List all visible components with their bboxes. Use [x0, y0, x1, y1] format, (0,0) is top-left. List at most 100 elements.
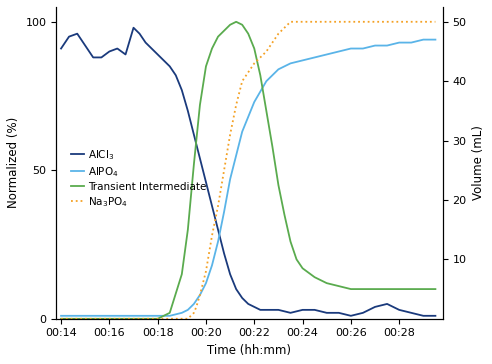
AlPO$_4$: [197, 293, 203, 297]
AlPO$_4$: [130, 314, 136, 318]
Na$_3$PO$_4$: [58, 317, 64, 321]
AlPO$_4$: [251, 100, 257, 104]
Na$_3$PO$_4$: [130, 317, 136, 321]
Transient Intermediate: [179, 272, 185, 276]
Na$_3$PO$_4$: [276, 32, 281, 36]
AlCl$_3$: [209, 204, 215, 208]
Na$_3$PO$_4$: [167, 317, 173, 321]
AlPO$_4$: [227, 177, 233, 181]
AlCl$_3$: [324, 310, 330, 315]
AlCl$_3$: [215, 228, 221, 232]
AlCl$_3$: [420, 314, 426, 318]
AlCl$_3$: [312, 308, 318, 312]
AlCl$_3$: [143, 40, 149, 45]
Na$_3$PO$_4$: [143, 317, 149, 321]
Transient Intermediate: [408, 287, 414, 291]
AlPO$_4$: [239, 130, 245, 134]
AlPO$_4$: [143, 314, 149, 318]
Transient Intermediate: [191, 162, 197, 167]
AlPO$_4$: [312, 55, 318, 60]
AlPO$_4$: [58, 314, 64, 318]
Na$_3$PO$_4$: [420, 20, 426, 24]
Na$_3$PO$_4$: [154, 317, 160, 321]
AlPO$_4$: [119, 314, 124, 318]
AlPO$_4$: [408, 40, 414, 45]
Na$_3$PO$_4$: [408, 20, 414, 24]
AlPO$_4$: [191, 302, 197, 306]
Na$_3$PO$_4$: [372, 20, 378, 24]
AlCl$_3$: [348, 314, 354, 318]
AlCl$_3$: [276, 308, 281, 312]
Na$_3$PO$_4$: [94, 317, 100, 321]
Na$_3$PO$_4$: [396, 20, 402, 24]
AlPO$_4$: [94, 314, 100, 318]
Transient Intermediate: [300, 266, 306, 270]
AlCl$_3$: [66, 35, 72, 39]
Transient Intermediate: [372, 287, 378, 291]
Transient Intermediate: [263, 109, 269, 113]
AlCl$_3$: [384, 302, 390, 306]
AlCl$_3$: [82, 43, 88, 48]
Line: Transient Intermediate: Transient Intermediate: [61, 22, 435, 319]
AlCl$_3$: [123, 52, 128, 57]
Na$_3$PO$_4$: [70, 317, 76, 321]
Transient Intermediate: [239, 23, 245, 27]
Transient Intermediate: [119, 317, 124, 321]
AlCl$_3$: [179, 88, 185, 92]
Line: AlPO$_4$: AlPO$_4$: [61, 40, 435, 316]
AlCl$_3$: [432, 314, 438, 318]
Transient Intermediate: [246, 32, 251, 36]
AlCl$_3$: [74, 32, 80, 36]
AlPO$_4$: [263, 79, 269, 83]
Transient Intermediate: [257, 73, 263, 78]
AlCl$_3$: [360, 310, 366, 315]
Transient Intermediate: [197, 103, 203, 107]
Legend: AlCl$_3$, AlPO$_4$, Transient Intermediate, Na$_3$PO$_4$: AlCl$_3$, AlPO$_4$, Transient Intermedia…: [69, 146, 209, 211]
Na$_3$PO$_4$: [179, 317, 185, 321]
Transient Intermediate: [360, 287, 366, 291]
Na$_3$PO$_4$: [82, 317, 88, 321]
Y-axis label: Normalized (%): Normalized (%): [7, 117, 20, 209]
Transient Intermediate: [130, 317, 136, 321]
Transient Intermediate: [281, 213, 287, 217]
Na$_3$PO$_4$: [185, 317, 191, 321]
Na$_3$PO$_4$: [360, 20, 366, 24]
Na$_3$PO$_4$: [300, 20, 306, 24]
Transient Intermediate: [324, 281, 330, 285]
Transient Intermediate: [348, 287, 354, 291]
Transient Intermediate: [270, 145, 276, 149]
Na$_3$PO$_4$: [209, 233, 215, 238]
Transient Intermediate: [221, 28, 227, 33]
AlCl$_3$: [90, 55, 96, 60]
AlPO$_4$: [203, 281, 209, 285]
AlCl$_3$: [336, 310, 342, 315]
Na$_3$PO$_4$: [119, 317, 124, 321]
AlPO$_4$: [221, 210, 227, 214]
Na$_3$PO$_4$: [432, 20, 438, 24]
AlPO$_4$: [287, 61, 293, 66]
AlPO$_4$: [209, 263, 215, 268]
Transient Intermediate: [82, 317, 88, 321]
Na$_3$PO$_4$: [239, 79, 245, 83]
Transient Intermediate: [167, 310, 173, 315]
AlPO$_4$: [384, 43, 390, 48]
AlPO$_4$: [185, 308, 191, 312]
AlCl$_3$: [257, 308, 263, 312]
AlCl$_3$: [408, 310, 414, 315]
Transient Intermediate: [396, 287, 402, 291]
Transient Intermediate: [287, 240, 293, 244]
Na$_3$PO$_4$: [227, 132, 233, 137]
Na$_3$PO$_4$: [197, 293, 203, 297]
Na$_3$PO$_4$: [263, 49, 269, 54]
AlCl$_3$: [287, 310, 293, 315]
AlCl$_3$: [233, 287, 239, 291]
AlCl$_3$: [114, 46, 120, 51]
AlCl$_3$: [239, 296, 245, 300]
Na$_3$PO$_4$: [312, 20, 318, 24]
AlPO$_4$: [432, 37, 438, 42]
Na$_3$PO$_4$: [251, 61, 257, 66]
Transient Intermediate: [276, 183, 281, 187]
AlCl$_3$: [251, 305, 257, 309]
AlPO$_4$: [106, 314, 112, 318]
Transient Intermediate: [203, 64, 209, 68]
